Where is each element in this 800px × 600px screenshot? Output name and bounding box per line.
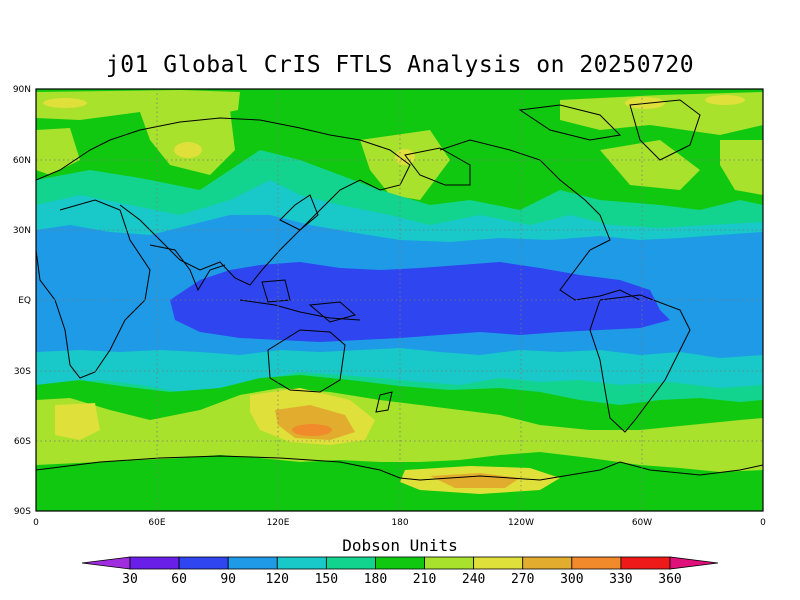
- coast-south-america: [589, 294, 691, 433]
- coast-north-america: [439, 139, 641, 301]
- lat-label: EQ: [18, 296, 31, 306]
- coast-borneo: [261, 279, 291, 303]
- colorbar-swatch-high: [669, 556, 719, 570]
- contour-240-north-6: [720, 140, 763, 195]
- colorbar-swatch: [325, 556, 376, 570]
- colorbar-level-label: 180: [364, 572, 387, 587]
- contour-270-north-2: [174, 142, 202, 158]
- colorbar-level-label: 30: [122, 572, 138, 587]
- coast-india: [149, 244, 226, 292]
- colorbar-swatch: [473, 556, 524, 570]
- coast-antarctica: [36, 455, 763, 481]
- lon-label: 120E: [267, 518, 290, 528]
- colorbar-swatch-low: [81, 556, 131, 570]
- contour-240-north-7: [36, 128, 80, 175]
- contour-90: [170, 262, 670, 342]
- lon-label: 60E: [148, 518, 165, 528]
- colorbar-swatch: [424, 556, 475, 570]
- colorbar-swatch: [227, 556, 278, 570]
- colorbar-level-label: 360: [658, 572, 681, 587]
- lon-label: 60W: [632, 518, 652, 528]
- colorbar-level-label: 330: [609, 572, 632, 587]
- lat-label: 30S: [14, 367, 31, 377]
- contour-270-north-1: [43, 98, 87, 108]
- ozone-contour-field: [36, 89, 763, 511]
- coast-australia: [267, 329, 346, 393]
- colorbar-level-label: 90: [220, 572, 236, 587]
- lat-label: 30N: [13, 226, 31, 236]
- colorbar-level-label: 60: [171, 572, 187, 587]
- colorbar-level-label: 300: [560, 572, 583, 587]
- lon-label: 180: [391, 518, 408, 528]
- contour-330-south: [292, 424, 332, 436]
- colorbar-swatch: [276, 556, 327, 570]
- coast-newzealand: [375, 391, 393, 413]
- coast-eurasia: [36, 117, 411, 286]
- colorbar-swatch: [129, 556, 180, 570]
- colorbar: 30 60 90 120 150 180 210 240 270 300 330 360: [81, 556, 719, 587]
- colorbar-level-label: 150: [315, 572, 338, 587]
- colorbar-swatch: [375, 556, 425, 570]
- colorbar-level-label: 240: [462, 572, 485, 587]
- colorbar-swatch: [571, 556, 622, 570]
- lat-label: 60N: [13, 156, 31, 166]
- coast-indonesia: [239, 299, 361, 321]
- coastlines: [36, 99, 763, 481]
- map-title: j01 Global CrIS FTLS Analysis on 2025072…: [105, 52, 695, 78]
- contour-270-north-3: [395, 149, 415, 165]
- lat-axis: 90N 60N 30N EQ 30S 60S 90S: [13, 85, 31, 517]
- coast-greenland: [629, 99, 701, 161]
- contour-210-south-lower: [36, 462, 763, 511]
- colorbar-swatch: [178, 556, 229, 570]
- lon-label: 0: [760, 518, 766, 528]
- lat-label: 60S: [14, 437, 31, 447]
- coast-alaska: [404, 147, 471, 186]
- contour-270-north-5: [705, 95, 745, 105]
- contour-240-south: [36, 388, 763, 472]
- coast-africa: [36, 199, 151, 379]
- grid-lines: [36, 89, 763, 511]
- lon-label: 120W: [508, 518, 534, 528]
- colorbar-swatch: [522, 556, 573, 570]
- contour-270-south-2: [55, 403, 100, 440]
- colorbar-level-label: 270: [511, 572, 534, 587]
- colorbar-level-label: 120: [266, 572, 289, 587]
- lon-axis: 0 60E 120E 180 120W 60W 0: [33, 518, 766, 528]
- coast-canada-arctic: [518, 104, 622, 141]
- colorbar-level-label: 210: [413, 572, 436, 587]
- colorbar-swatch: [620, 556, 671, 570]
- coast-japan: [279, 194, 319, 231]
- lat-label: 90N: [13, 85, 31, 95]
- map-frame: [35, 88, 764, 512]
- coast-newguinea: [308, 301, 357, 323]
- colorbar-title: Dobson Units: [342, 536, 458, 555]
- lon-label: 0: [33, 518, 39, 528]
- lat-label: 90S: [14, 507, 31, 517]
